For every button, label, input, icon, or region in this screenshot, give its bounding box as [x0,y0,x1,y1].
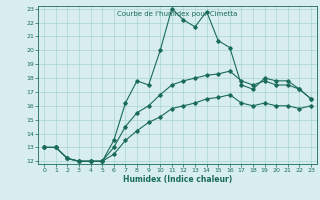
X-axis label: Humidex (Indice chaleur): Humidex (Indice chaleur) [123,175,232,184]
Text: Courbe de l'humidex pour Cimetta: Courbe de l'humidex pour Cimetta [117,11,238,17]
